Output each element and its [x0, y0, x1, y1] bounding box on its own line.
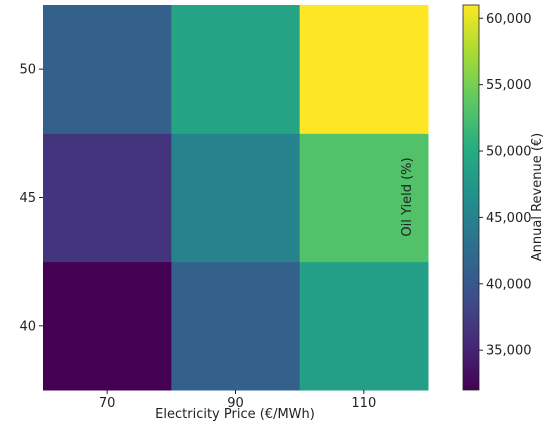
- heatmap-cells: [43, 5, 429, 391]
- x-axis-label: Electricity Price (€/MWh): [155, 407, 315, 422]
- colorbar-tick-label: 55,000: [486, 78, 532, 93]
- colorbar-tick-label: 35,000: [486, 344, 532, 359]
- colorbar-tick-label: 60,000: [486, 12, 532, 27]
- y-axis-label: Oil Yield (%): [400, 157, 415, 236]
- heatmap-cell: [171, 133, 301, 263]
- x-tick-label: 70: [99, 396, 116, 411]
- y-tick-label: 50: [19, 63, 36, 78]
- heatmap-cell: [43, 5, 172, 134]
- x-tick-label: 110: [351, 396, 376, 411]
- colorbar: [462, 4, 480, 391]
- y-tick-label: 40: [19, 319, 36, 334]
- heatmap-cell: [43, 133, 172, 263]
- y-tick-label: 45: [19, 191, 36, 206]
- heatmap-cell: [43, 261, 172, 391]
- x-axis-ticks: 70 90 110: [99, 390, 376, 411]
- heatmap-cell: [299, 261, 429, 391]
- colorbar-ticks: 35,000 40,000 45,000 50,000 55,000 60,000: [479, 12, 532, 359]
- heatmap-cell: [171, 261, 301, 391]
- colorbar-tick-label: 50,000: [486, 145, 532, 160]
- heatmap-cell: [299, 133, 429, 263]
- x-tick-label: 90: [227, 396, 244, 411]
- colorbar-tick-label: 40,000: [486, 277, 532, 292]
- y-axis-ticks: 40 45 50: [19, 63, 43, 334]
- heatmap-cell: [171, 5, 301, 134]
- colorbar-label: Annual Revenue (€): [530, 133, 545, 261]
- colorbar-tick-label: 45,000: [486, 211, 532, 226]
- heatmap-cell: [299, 5, 429, 134]
